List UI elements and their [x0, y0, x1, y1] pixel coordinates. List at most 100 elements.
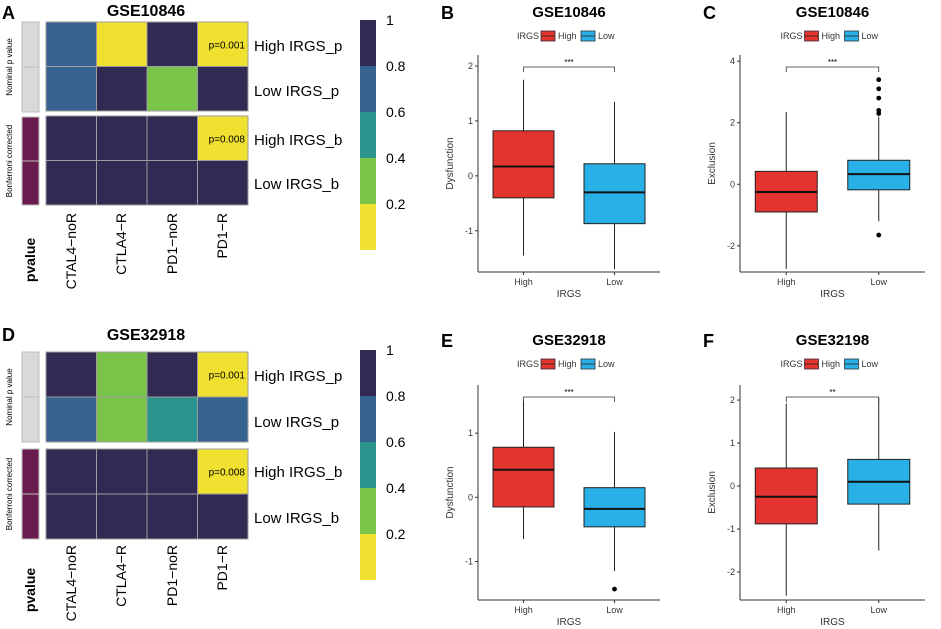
legend-title: IRGS [781, 31, 803, 41]
heatmap-cell [45, 21, 97, 67]
box-high [754, 403, 818, 596]
outlier-point [876, 111, 882, 116]
panel-letter: F [703, 331, 714, 351]
heatmap-cell [96, 21, 148, 67]
y-axis-label: Exclusion [707, 471, 718, 514]
y-tick-label: 2 [468, 61, 473, 71]
box-high [492, 79, 555, 256]
legend-tick: 0.2 [386, 526, 406, 542]
heatmap-panel-a: A GSE10846 Nominal p value Bonferroni co… [2, 3, 406, 289]
x-tick-label: High [777, 605, 796, 615]
column-label: CTAL4−noR [63, 213, 79, 289]
column-label: CTAL4−noR [63, 545, 79, 621]
legend-title: IRGS [517, 31, 539, 41]
significance-label: *** [564, 388, 573, 397]
legend-label: High [822, 31, 841, 41]
heatmap-cell [96, 493, 148, 540]
heatmap-cell [146, 493, 198, 540]
y-tick-label: 2 [730, 118, 735, 128]
legend: IRGS High Low [517, 30, 615, 42]
column-label: PD1−R [214, 545, 230, 591]
legend-label: High [822, 359, 841, 369]
box-low [583, 101, 646, 270]
legend-label: Low [862, 31, 879, 41]
y-tick-label: -1 [465, 556, 473, 566]
panel-letter: E [441, 331, 453, 351]
row-label: Low IRGS_p [254, 83, 339, 100]
y-tick-label: 0 [730, 179, 735, 189]
column-label: PD1−noR [164, 213, 180, 274]
heatmap-cells: p=0.001 p=0.008 [45, 21, 249, 206]
legend-tick: 0.2 [386, 196, 406, 212]
heatmap-cell [45, 351, 97, 398]
y-axis-label: Dysfunction [445, 137, 456, 189]
y-tick-label: 1 [730, 438, 735, 448]
x-axis-label: IRGS [557, 617, 582, 628]
heatmap-cell [96, 66, 148, 112]
legend-label: High [558, 31, 577, 41]
color-legend: 1 0.8 0.6 0.4 0.2 [360, 12, 406, 250]
heatmap-cell [146, 396, 198, 443]
heatmap-title: GSE32918 [107, 327, 185, 344]
legend-swatch [360, 158, 376, 204]
heatmap-panel-d: D GSE32918 Nominal p value Bonferroni co… [2, 325, 406, 621]
legend-title: IRGS [781, 359, 803, 369]
box-high [754, 111, 818, 269]
row-label: High IRGS_p [254, 368, 342, 385]
row-label: High IRGS_b [254, 132, 342, 149]
x-tick-label: High [777, 277, 796, 287]
box-low [847, 397, 911, 551]
heatmap-cell [45, 493, 97, 540]
chart-title: GSE32198 [796, 332, 869, 349]
chart-title: GSE32918 [532, 332, 605, 349]
y-tick-label: -2 [727, 567, 735, 577]
x-tick-label: High [514, 605, 533, 615]
heatmap-cell [197, 448, 249, 495]
legend-swatch [360, 350, 376, 396]
legend-tick: 0.6 [386, 434, 406, 450]
panel-letter-a: A [2, 3, 15, 23]
x-tick-label: Low [870, 277, 887, 287]
heatmap-cell [45, 66, 97, 112]
significance-bracket [785, 66, 880, 72]
legend-swatch [360, 534, 376, 580]
legend-title: IRGS [517, 359, 539, 369]
cell-label: p=0.001 [209, 40, 246, 51]
x-tick-label: Low [606, 277, 623, 287]
legend-label: Low [598, 31, 615, 41]
heatmap-cell [45, 448, 97, 495]
x-tick-label: Low [870, 605, 887, 615]
legend-tick: 0.8 [386, 58, 406, 74]
chart-title: GSE10846 [532, 4, 605, 21]
color-legend: 1 0.8 0.6 0.4 0.2 [360, 342, 406, 580]
legend-swatch [360, 488, 376, 534]
annotation-label-pvalue: pvalue [22, 238, 38, 283]
heatmap-cell [96, 115, 148, 161]
y-tick-label: 1 [468, 428, 473, 438]
legend-tick: 0.8 [386, 388, 406, 404]
heatmap-cell [146, 160, 198, 206]
legend-swatch [360, 66, 376, 112]
outlier-point [876, 95, 882, 101]
legend-tick: 0.6 [386, 104, 406, 120]
x-axis-label: IRGS [820, 289, 845, 300]
heatmap-cell [146, 448, 198, 495]
x-tick-label: High [514, 277, 533, 287]
legend-swatch [360, 442, 376, 488]
row-label: Low IRGS_p [254, 414, 339, 431]
group-label-bonferroni: Bonferroni corrected [5, 125, 14, 197]
significance-label: *** [828, 58, 837, 67]
box-low [583, 431, 646, 592]
box-body [492, 130, 555, 199]
outlier-point [876, 232, 882, 238]
panel-letter: C [703, 3, 716, 23]
row-label: High IRGS_b [254, 464, 342, 481]
box-high [492, 401, 555, 540]
y-tick-label: -1 [727, 524, 735, 534]
row-label: High IRGS_p [254, 38, 342, 55]
legend-swatch [360, 204, 376, 250]
legend: IRGS High Low [781, 30, 879, 42]
outlier-point [612, 586, 617, 592]
annotation-label-pvalue: pvalue [22, 568, 38, 613]
significance-bracket [785, 396, 880, 402]
